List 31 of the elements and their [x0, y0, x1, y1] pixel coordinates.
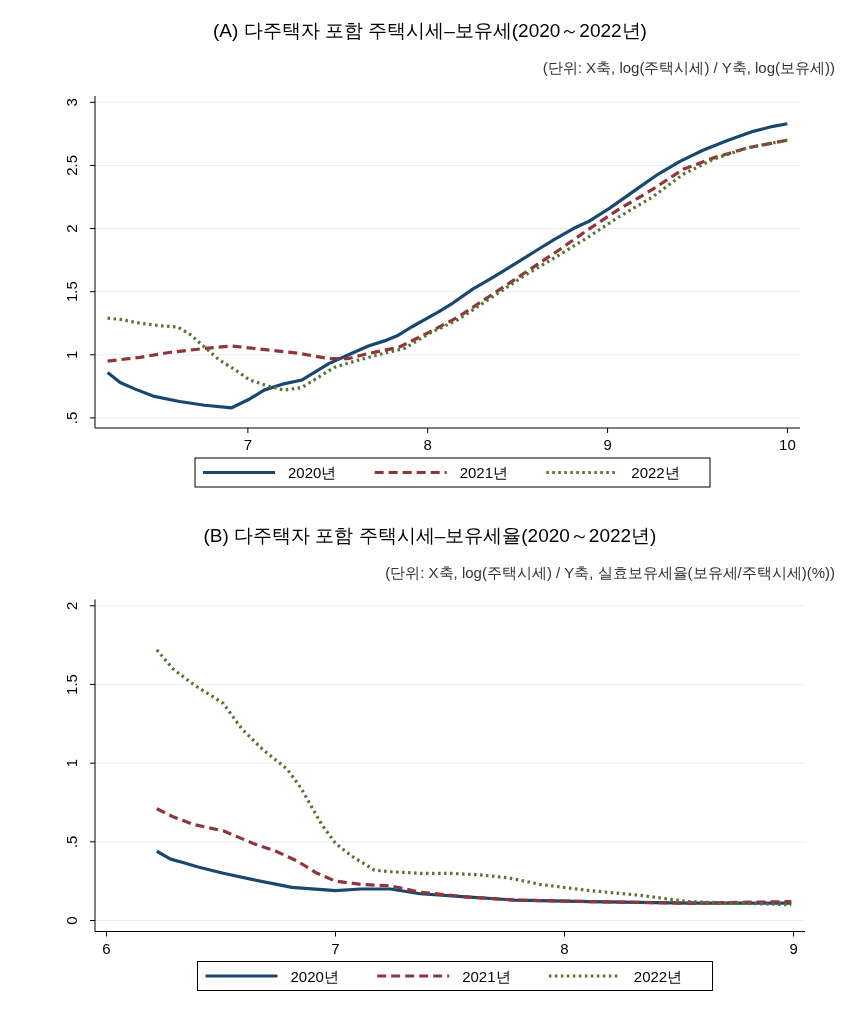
legend-label: 2020년 [290, 967, 339, 985]
y-tick-label: 1.5 [62, 281, 80, 303]
x-tick-label: 10 [779, 436, 796, 453]
y-tick-label: .5 [62, 411, 80, 425]
x-tick-label: 7 [331, 939, 340, 957]
legend-label: 2021년 [459, 464, 509, 481]
y-tick-label: 2.5 [62, 155, 80, 176]
y-tick-label: 2 [62, 224, 80, 233]
x-tick-label: 9 [789, 939, 798, 957]
line-series [155, 807, 793, 905]
y-tick-label: 2 [62, 601, 80, 610]
y-tick-label: 1 [62, 350, 80, 359]
y-tick-label: .5 [62, 835, 80, 849]
x-tick-label: 7 [243, 436, 253, 453]
x-tick-label: 8 [560, 939, 569, 957]
legend-label: 2022년 [631, 464, 680, 481]
legend-label: 2021년 [462, 967, 511, 985]
y-tick-label: 3 [62, 98, 80, 107]
chart-title: (A) 다주택자 포함 주택시세–보유세(2020～2022년) [213, 20, 647, 41]
line-series [155, 648, 793, 907]
y-tick-label: 1 [62, 758, 80, 768]
x-tick-label: 8 [423, 436, 432, 453]
x-tick-label: 9 [603, 436, 612, 453]
chart-subtitle: (단위: X축, log(주택시세) / Y축, log(보유세)) [542, 59, 835, 76]
y-tick-label: 0 [62, 916, 80, 925]
chart-title: (B) 다주택자 포함 주택시세–보유세율(2020～2022년) [203, 524, 657, 546]
y-tick-label: 1.5 [62, 674, 80, 695]
chart-subtitle: (단위: X축, log(주택시세) / Y축, 실효보유세율(보유세/주택시세)(%)) [385, 563, 835, 581]
legend-label: 2020년 [288, 464, 337, 481]
x-tick-label: 6 [102, 939, 111, 957]
legend-label: 2022년 [633, 967, 683, 985]
